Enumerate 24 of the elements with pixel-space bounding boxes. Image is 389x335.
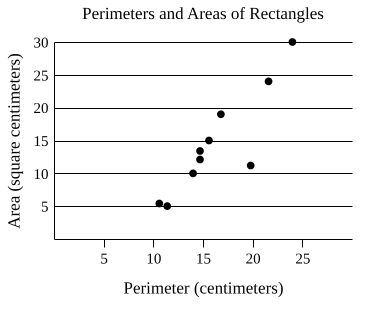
chart-title: Perimeters and Areas of Rectangles [82, 4, 324, 23]
x-tick-label: 15 [196, 252, 211, 268]
y-tick-label: 30 [34, 36, 48, 52]
x-tick-label: 10 [146, 252, 162, 268]
point [288, 38, 296, 46]
y-tick-label: 10 [34, 166, 48, 183]
point [246, 162, 255, 170]
x-tick-label: 25 [295, 252, 310, 268]
point [217, 110, 225, 118]
y-tick-label: 25 [34, 68, 48, 84]
point [163, 202, 172, 210]
x-tick-label: 20 [246, 252, 261, 268]
y-tick-label: 20 [34, 101, 48, 118]
y-tick-label: 5 [41, 200, 48, 216]
y-tick-label: 15 [34, 134, 48, 150]
point [155, 200, 164, 208]
x-axis-title: Perimeter (centimeters) [123, 278, 284, 298]
x-tick-label: 5 [100, 252, 108, 268]
point [264, 78, 272, 86]
point [196, 156, 204, 164]
point [189, 169, 197, 178]
point [196, 147, 204, 155]
point [205, 136, 213, 144]
y-axis-title: Area (square centimeters) [4, 53, 24, 229]
